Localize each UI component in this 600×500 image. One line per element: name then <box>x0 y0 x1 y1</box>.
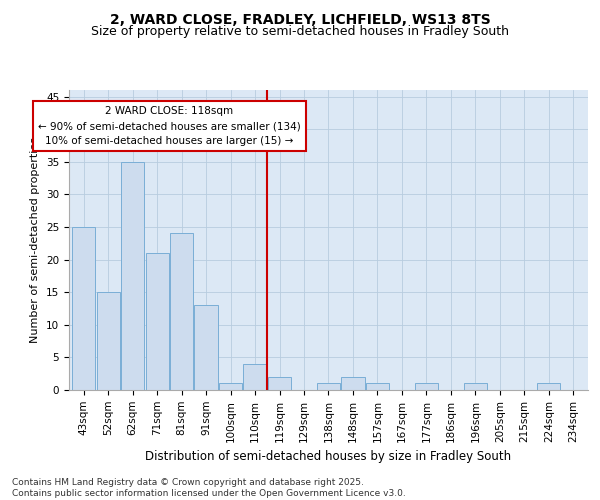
Bar <box>341 377 365 390</box>
Text: Contains HM Land Registry data © Crown copyright and database right 2025.
Contai: Contains HM Land Registry data © Crown c… <box>12 478 406 498</box>
Bar <box>219 384 242 390</box>
Bar <box>244 364 266 390</box>
Bar <box>72 227 95 390</box>
X-axis label: Distribution of semi-detached houses by size in Fradley South: Distribution of semi-detached houses by … <box>145 450 512 463</box>
Y-axis label: Number of semi-detached properties: Number of semi-detached properties <box>31 137 40 343</box>
Text: Size of property relative to semi-detached houses in Fradley South: Size of property relative to semi-detach… <box>91 25 509 38</box>
Bar <box>121 162 144 390</box>
Bar <box>537 384 560 390</box>
Bar <box>366 384 389 390</box>
Bar <box>146 253 169 390</box>
Text: 2, WARD CLOSE, FRADLEY, LICHFIELD, WS13 8TS: 2, WARD CLOSE, FRADLEY, LICHFIELD, WS13 … <box>110 12 490 26</box>
Bar <box>170 234 193 390</box>
Bar <box>464 384 487 390</box>
Bar <box>97 292 120 390</box>
Bar <box>268 377 291 390</box>
Bar <box>317 384 340 390</box>
Bar <box>415 384 438 390</box>
Text: 2 WARD CLOSE: 118sqm
← 90% of semi-detached houses are smaller (134)
10% of semi: 2 WARD CLOSE: 118sqm ← 90% of semi-detac… <box>38 106 301 146</box>
Bar <box>194 305 218 390</box>
